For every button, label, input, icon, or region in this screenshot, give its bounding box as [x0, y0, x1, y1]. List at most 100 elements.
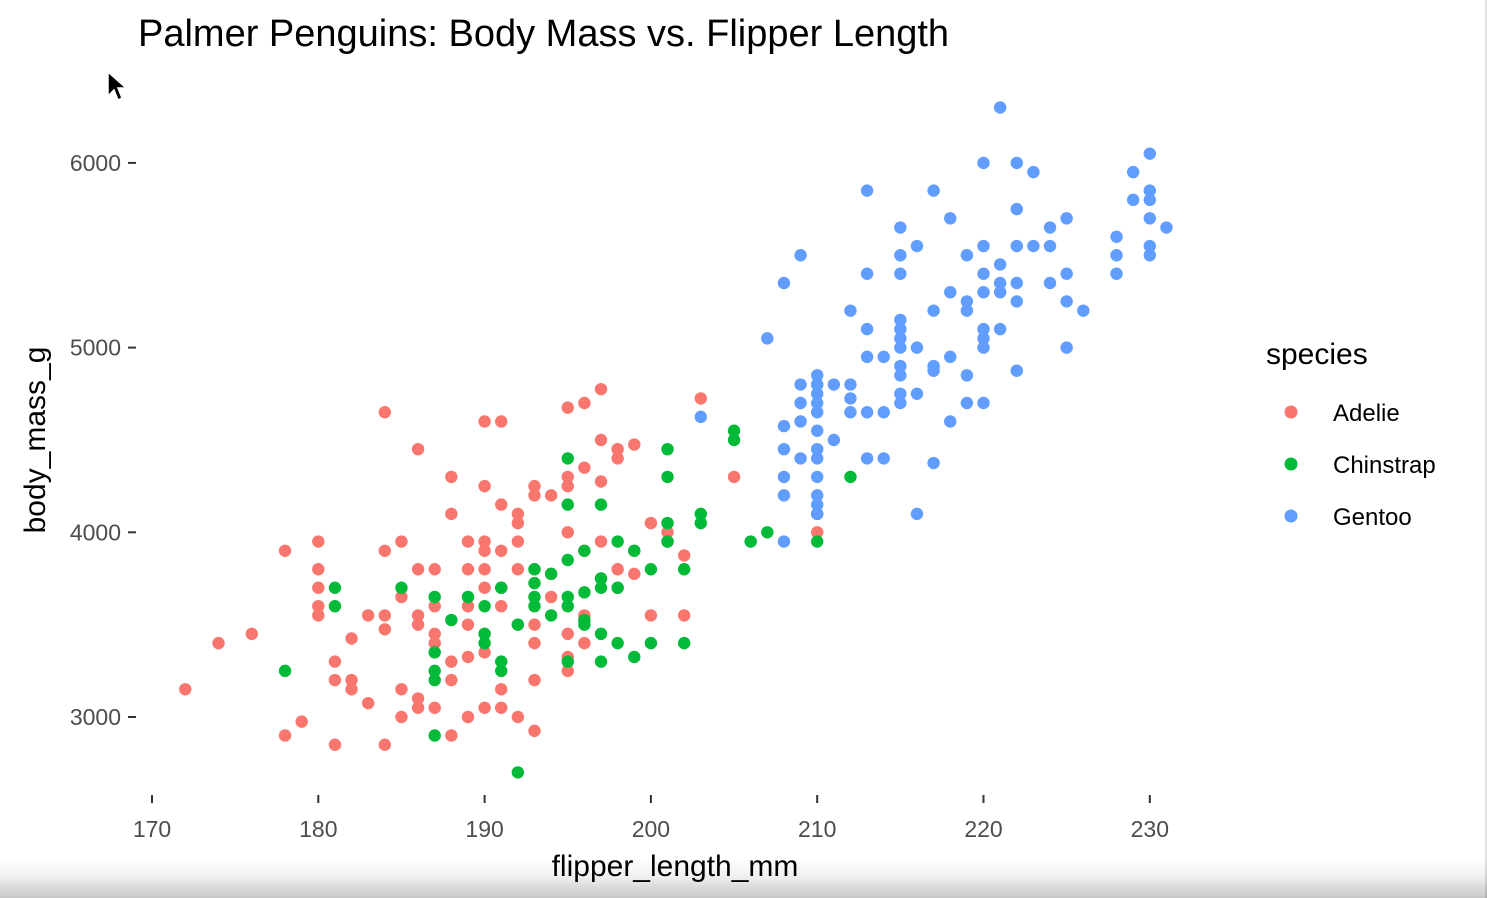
data-point: [495, 701, 508, 714]
data-point: [544, 609, 558, 622]
data-point: [844, 304, 857, 317]
data-point: [312, 609, 325, 622]
data-point: [461, 618, 475, 631]
data-point: [894, 313, 907, 327]
data-point: [894, 396, 907, 410]
data-point: [993, 258, 1007, 271]
data-point: [894, 359, 907, 373]
data-point: [910, 387, 924, 400]
data-point: [312, 599, 325, 613]
data-point: [461, 710, 475, 724]
data-point: [611, 563, 624, 576]
data-point: [993, 101, 1007, 114]
data-point: [910, 239, 924, 253]
data-point: [411, 701, 425, 714]
data-point: [944, 212, 957, 225]
data-point: [777, 535, 791, 548]
data-point: [644, 636, 658, 650]
data-point: [910, 341, 924, 354]
x-tick-label: 230: [1131, 816, 1169, 842]
data-point: [1160, 221, 1173, 234]
data-point: [578, 618, 591, 631]
data-point: [378, 609, 392, 622]
data-point: [511, 563, 525, 576]
data-point: [877, 406, 890, 419]
data-point: [1143, 239, 1157, 253]
data-point: [428, 627, 441, 641]
series-gentoo: [694, 101, 1173, 548]
y-tick-label: 4000: [70, 519, 121, 545]
data-point: [1077, 304, 1090, 317]
data-point: [811, 452, 824, 465]
data-point: [777, 442, 791, 456]
data-point: [461, 590, 475, 604]
data-point: [495, 415, 508, 428]
data-point: [794, 452, 807, 465]
data-point: [744, 535, 757, 548]
data-point: [378, 623, 392, 636]
data-point: [661, 526, 674, 539]
data-point: [777, 470, 791, 484]
data-point: [478, 599, 491, 613]
data-point: [495, 498, 508, 511]
data-point: [528, 590, 541, 604]
data-point: [960, 396, 974, 410]
data-point: [428, 636, 441, 650]
data-point: [860, 452, 874, 465]
data-point: [1143, 212, 1157, 225]
data-point: [811, 498, 824, 511]
data-point: [295, 715, 308, 728]
data-point: [328, 673, 342, 687]
x-axis-ticks: 170 180 190 200 210 220 230: [133, 795, 1169, 842]
data-point: [328, 738, 342, 751]
data-point: [727, 470, 741, 484]
data-point: [478, 636, 491, 650]
data-point: [578, 396, 591, 410]
y-tick-label: 6000: [70, 150, 121, 176]
data-point: [811, 369, 824, 382]
data-point: [445, 507, 458, 521]
y-tick-label: 3000: [70, 704, 121, 730]
data-point: [727, 433, 741, 447]
data-point: [677, 563, 691, 576]
data-point: [345, 673, 358, 687]
data-point: [428, 701, 441, 714]
data-point: [894, 322, 907, 336]
data-point: [694, 392, 707, 405]
y-tick-label: 5000: [70, 335, 121, 361]
data-point: [594, 433, 608, 447]
data-point: [1143, 147, 1157, 160]
data-point: [179, 683, 192, 696]
data-point: [1060, 295, 1073, 308]
data-point: [877, 452, 890, 465]
data-point: [561, 470, 574, 484]
data-point: [528, 599, 541, 613]
data-point: [1043, 276, 1057, 290]
data-point: [495, 664, 508, 678]
data-point: [378, 738, 392, 751]
data-point: [977, 239, 990, 253]
data-point: [428, 664, 441, 678]
data-point: [628, 567, 641, 581]
data-point: [794, 378, 807, 391]
data-point: [445, 673, 458, 687]
data-point: [428, 590, 441, 604]
data-point: [511, 535, 525, 548]
legend-key-chinstrap: [1284, 457, 1298, 471]
data-point: [761, 526, 774, 539]
data-point: [328, 581, 342, 594]
data-point: [977, 322, 990, 336]
data-point: [860, 184, 874, 197]
data-point: [628, 544, 641, 557]
y-axis-title: body_mass_g: [19, 347, 52, 534]
data-point: [561, 401, 574, 414]
data-point: [561, 553, 574, 567]
data-point: [594, 498, 608, 511]
data-point: [611, 442, 624, 456]
data-point: [594, 382, 608, 396]
data-point: [811, 424, 824, 437]
chart-title: Palmer Penguins: Body Mass vs. Flipper L…: [138, 13, 949, 55]
data-point: [278, 544, 292, 557]
data-point: [445, 729, 458, 742]
